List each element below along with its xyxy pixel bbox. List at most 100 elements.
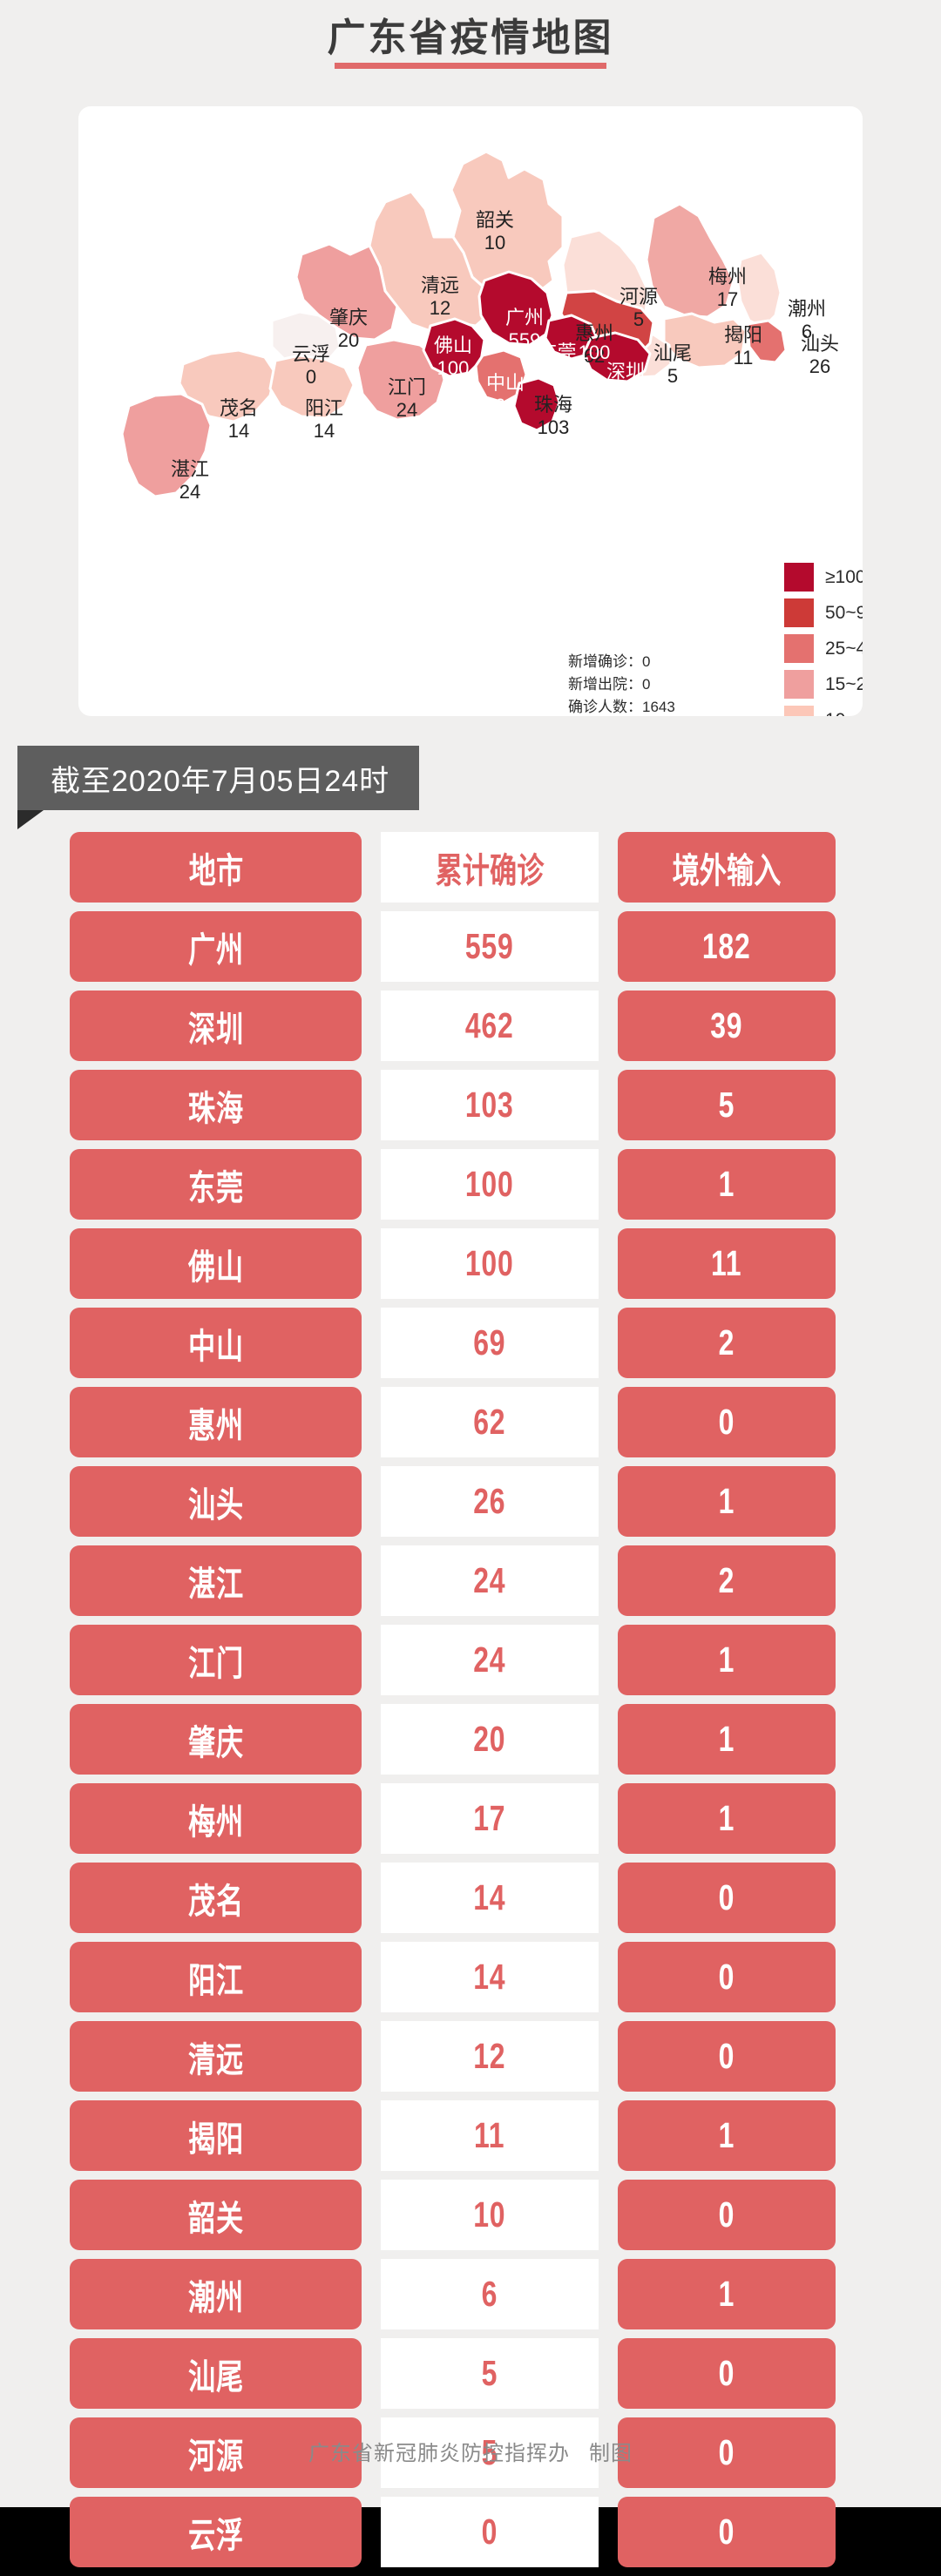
table-row[interactable]: 汕尾 5 0 [70,2338,871,2409]
cell-imported-text: 0 [718,2353,735,2393]
cell-confirmed-text: 10 [473,2194,506,2235]
cell-city: 湛江 [70,1545,362,1616]
table-row[interactable]: 中山 69 2 [70,1308,871,1378]
table-row[interactable]: 珠海 103 5 [70,1070,871,1140]
cell-confirmed-text: 62 [473,1402,506,1442]
cell-imported: 2 [618,1308,836,1378]
map-region-湛江[interactable] [120,392,213,498]
map-region-深圳[interactable] [582,331,652,383]
column-header-imported-text: 境外输入 [672,851,782,890]
cell-city-text: 湛江 [187,1565,244,1604]
table-row[interactable]: 清远 12 0 [70,2021,871,2092]
map-region-汕头[interactable] [746,319,788,364]
cell-confirmed: 17 [381,1783,599,1854]
cell-city: 珠海 [70,1070,362,1140]
cell-imported: 1 [618,2100,836,2171]
cell-city-text: 汕头 [187,1485,244,1525]
table-row[interactable]: 湛江 24 2 [70,1545,871,1616]
cell-confirmed-text: 6 [481,2274,498,2314]
cell-imported: 0 [618,2021,836,2092]
map-region-中山[interactable] [474,348,528,404]
cell-city-text: 梅州 [187,1802,244,1842]
cell-city: 韶关 [70,2180,362,2250]
cell-imported: 1 [618,1625,836,1695]
map-region-珠海[interactable] [512,376,561,432]
cell-confirmed-text: 103 [465,1085,514,1125]
table-row[interactable]: 阳江 14 0 [70,1942,871,2012]
map-region-揭阳[interactable] [662,312,748,369]
cell-imported: 0 [618,1942,836,2012]
cell-city: 河源 [70,2417,362,2488]
cell-imported: 0 [618,1863,836,1933]
table-row[interactable]: 东莞 100 1 [70,1149,871,1220]
cell-confirmed-text: 14 [473,1957,506,1997]
map-region-云浮[interactable] [270,310,342,369]
table-row[interactable]: 江门 24 1 [70,1625,871,1695]
table-row[interactable]: 汕头 26 1 [70,1466,871,1537]
table-row[interactable]: 揭阳 11 1 [70,2100,871,2171]
cell-confirmed: 462 [381,991,599,1061]
cell-city-text: 河源 [187,2437,244,2476]
map-region-江门[interactable] [355,338,446,422]
cell-imported-text: 0 [718,2512,735,2552]
cell-city-text: 韶关 [187,2199,244,2238]
legend-swatch [784,563,814,592]
cell-confirmed: 0 [381,2497,599,2567]
cell-confirmed-text: 20 [473,1719,506,1759]
cell-confirmed-text: 5 [481,2353,498,2393]
table-row[interactable]: 潮州 6 1 [70,2259,871,2329]
cell-confirmed-text: 69 [473,1322,506,1362]
cell-city: 云浮 [70,2497,362,2567]
cell-imported-text: 1 [718,1798,735,1838]
cell-confirmed: 20 [381,1704,599,1775]
cell-imported-text: 5 [718,1085,735,1125]
cell-city: 潮州 [70,2259,362,2329]
map-region-广州[interactable] [477,270,554,347]
header: 广东省疫情地图 [0,0,941,91]
date-banner-tail [17,810,44,829]
map-region-阳江[interactable] [268,354,355,420]
table-row[interactable]: 云浮 0 0 [70,2497,871,2567]
page-title: 广东省疫情地图 [327,17,614,59]
cell-city: 梅州 [70,1783,362,1854]
cell-city: 中山 [70,1308,362,1378]
table-row[interactable]: 佛山 100 11 [70,1228,871,1299]
table-row[interactable]: 梅州 17 1 [70,1783,871,1854]
cell-city-text: 汕尾 [187,2357,244,2397]
column-header-confirmed: 累计确诊 [381,832,599,903]
map-card: 韶关 10 清远 12 河源 5 梅州 17 潮州 6 揭阳 11 汕头 26 汕尾 5 惠州 62 肇庆 20 云浮 0… [78,106,863,716]
legend-row: 50~99 [784,595,863,631]
table-row[interactable]: 茂名 14 0 [70,1863,871,1933]
cell-confirmed: 62 [381,1387,599,1457]
city-case-table: 地市 累计确诊 境外输入 广州 559 182 深圳 462 39 珠海 103 5 东莞 100 1 佛山 1… [70,832,871,2576]
cell-imported: 1 [618,1149,836,1220]
map-region-潮州[interactable] [735,251,782,329]
cell-confirmed-text: 100 [465,1164,514,1204]
cell-confirmed-text: 100 [465,1243,514,1283]
cell-imported: 0 [618,2338,836,2409]
cell-imported-text: 0 [718,2432,735,2472]
table-row[interactable]: 深圳 462 39 [70,991,871,1061]
cell-imported: 1 [618,2259,836,2329]
table-row[interactable]: 韶关 10 0 [70,2180,871,2250]
cell-city: 揭阳 [70,2100,362,2171]
cell-imported: 1 [618,1466,836,1537]
cell-city-text: 佛山 [187,1247,244,1287]
cell-city-text: 茂名 [187,1882,244,1921]
cell-imported: 11 [618,1228,836,1299]
map-region-梅州[interactable] [645,202,735,319]
cell-confirmed-text: 12 [473,2036,506,2076]
cell-confirmed-text: 0 [481,2512,498,2552]
table-header-row: 地市 累计确诊 境外输入 [70,832,871,903]
cell-confirmed-text: 559 [465,926,514,966]
cell-imported-text: 11 [711,1243,742,1283]
cell-city-text: 广州 [187,930,244,970]
table-row[interactable]: 广州 559 182 [70,911,871,982]
table-row[interactable]: 肇庆 20 1 [70,1704,871,1775]
legend-swatch [784,706,814,716]
table-row[interactable]: 河源 5 0 [70,2417,871,2488]
table-row[interactable]: 惠州 62 0 [70,1387,871,1457]
cell-city: 东莞 [70,1149,362,1220]
cell-confirmed: 103 [381,1070,599,1140]
